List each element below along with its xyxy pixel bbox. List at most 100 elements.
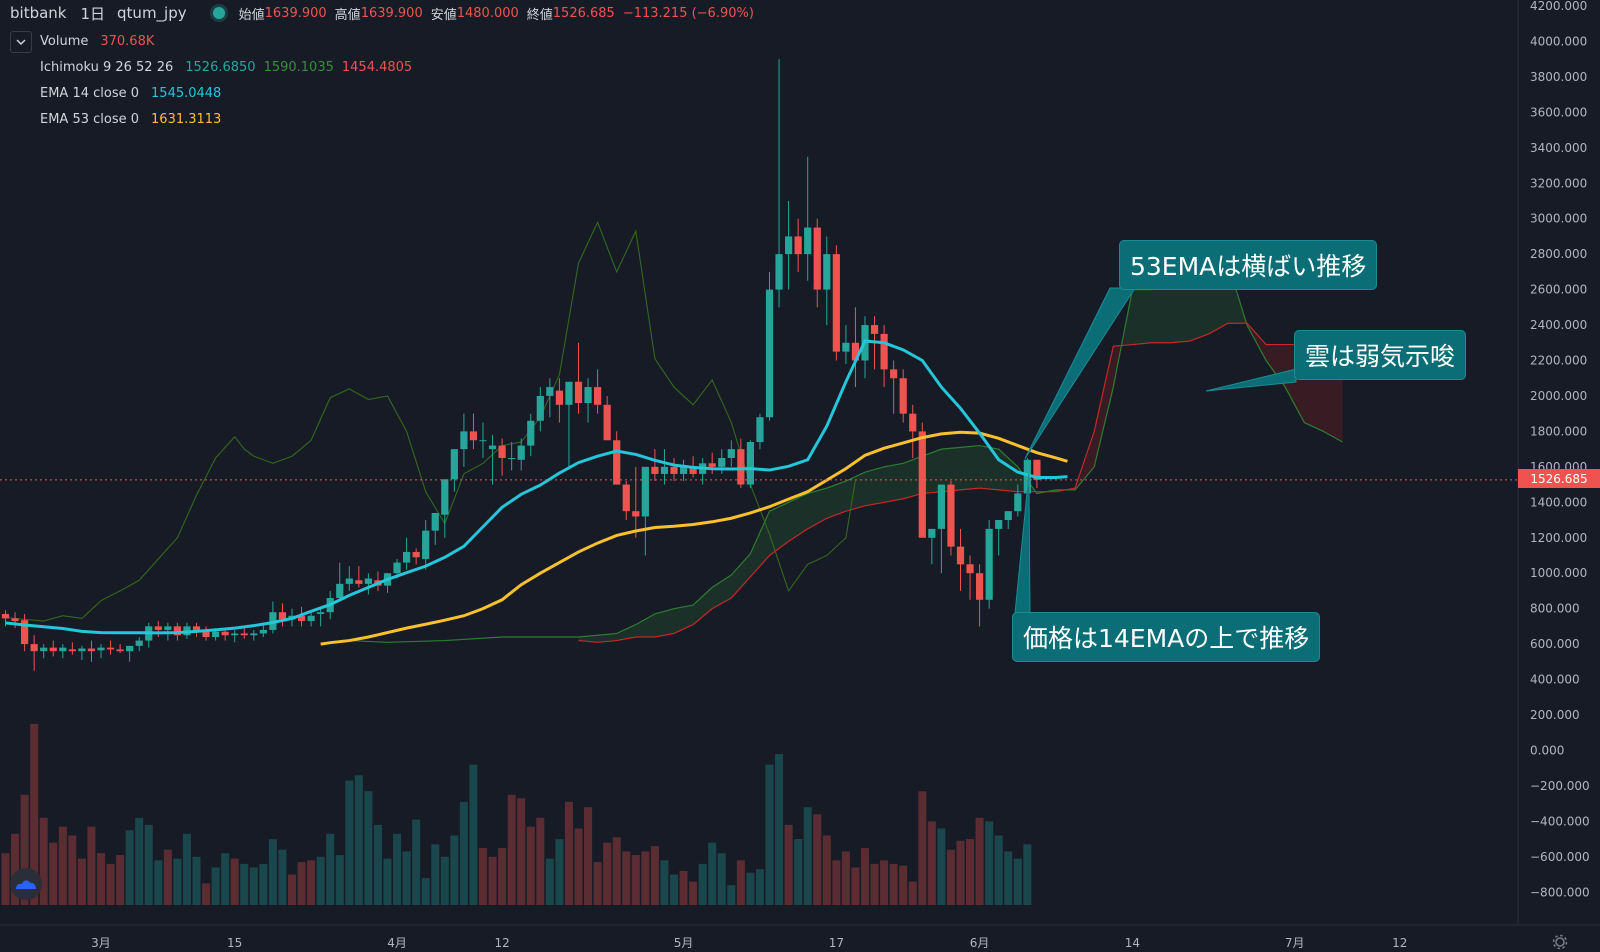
candle-body[interactable]: [966, 564, 974, 574]
candle-body[interactable]: [422, 530, 430, 560]
candle-body[interactable]: [823, 254, 831, 290]
candle-body[interactable]: [899, 378, 907, 414]
candle-body[interactable]: [192, 626, 201, 630]
candle-body[interactable]: [78, 648, 86, 652]
candle-body[interactable]: [59, 647, 67, 652]
candle-body[interactable]: [450, 449, 458, 480]
candle-body[interactable]: [651, 466, 659, 474]
candle-body[interactable]: [985, 528, 993, 600]
candle-body[interactable]: [30, 644, 38, 652]
candle-body[interactable]: [613, 440, 621, 485]
candle-body[interactable]: [212, 631, 220, 638]
candle-body[interactable]: [1023, 459, 1031, 494]
candle-body[interactable]: [297, 615, 306, 622]
candle-body[interactable]: [40, 647, 48, 652]
collapse-legend-button[interactable]: [10, 31, 32, 53]
candle-body[interactable]: [154, 626, 162, 630]
candle-body[interactable]: [574, 381, 583, 404]
candle-body[interactable]: [718, 457, 726, 467]
candle-body[interactable]: [1014, 493, 1022, 512]
tradingview-logo[interactable]: [10, 868, 42, 900]
candle-body[interactable]: [956, 546, 965, 565]
candle-body[interactable]: [756, 417, 764, 443]
candle-body[interactable]: [202, 631, 210, 638]
candle-body[interactable]: [727, 449, 735, 458]
candle-body[interactable]: [813, 227, 821, 290]
candle-body[interactable]: [517, 445, 525, 460]
candle-body[interactable]: [785, 236, 793, 255]
candle-body[interactable]: [164, 626, 172, 630]
candle-body[interactable]: [689, 466, 697, 474]
candle-body[interactable]: [928, 528, 936, 538]
candle-body[interactable]: [49, 647, 57, 652]
candle-body[interactable]: [1033, 459, 1041, 480]
legend-ichimoku[interactable]: Ichimoku 9 26 52 26 1526.6850 1590.1035 …: [0, 56, 412, 78]
candle-body[interactable]: [995, 520, 1003, 529]
candle-body[interactable]: [775, 254, 783, 290]
candle-body[interactable]: [527, 420, 535, 446]
candle-body[interactable]: [240, 633, 248, 636]
candle-body[interactable]: [909, 413, 917, 432]
legend-volume[interactable]: Volume 370.68K: [0, 30, 154, 52]
candle-body[interactable]: [259, 629, 267, 634]
legend-ema14[interactable]: EMA 14 close 0 1545.0448: [0, 82, 221, 104]
candle-body[interactable]: [126, 645, 134, 652]
candle-body[interactable]: [317, 612, 325, 614]
candle-body[interactable]: [794, 236, 802, 255]
candle-body[interactable]: [536, 395, 544, 421]
candle-body[interactable]: [250, 633, 258, 636]
candle-body[interactable]: [594, 387, 602, 405]
candle-body[interactable]: [937, 484, 945, 529]
candle-body[interactable]: [221, 631, 229, 636]
candle-body[interactable]: [498, 445, 506, 458]
candle-body[interactable]: [622, 484, 630, 512]
candle-body[interactable]: [412, 551, 420, 558]
candle-body[interactable]: [11, 618, 19, 622]
candle-body[interactable]: [488, 445, 497, 450]
candle-body[interactable]: [679, 466, 688, 474]
candle-body[interactable]: [737, 449, 745, 485]
candle-body[interactable]: [508, 457, 516, 459]
candle-body[interactable]: [641, 466, 649, 517]
candle-body[interactable]: [21, 620, 29, 645]
candle-body[interactable]: [173, 626, 181, 636]
legend-ema53[interactable]: EMA 53 close 0 1631.3113: [0, 108, 221, 130]
candle-body[interactable]: [890, 369, 898, 379]
candle-body[interactable]: [479, 440, 487, 442]
candle-body[interactable]: [1004, 511, 1012, 521]
candle-body[interactable]: [431, 512, 439, 531]
candle-body[interactable]: [746, 442, 754, 485]
candle-body[interactable]: [355, 580, 363, 584]
candle-body[interactable]: [546, 387, 554, 396]
candle-body[interactable]: [393, 562, 401, 574]
candle-body[interactable]: [565, 381, 573, 405]
candle-body[interactable]: [345, 578, 353, 584]
candle-body[interactable]: [603, 404, 611, 441]
candle-body[interactable]: [880, 333, 888, 370]
candle-body[interactable]: [708, 463, 716, 467]
candle-body[interactable]: [842, 342, 850, 352]
candle-body[interactable]: [1, 613, 10, 619]
candle-body[interactable]: [364, 578, 372, 584]
exchange-name[interactable]: bitbank: [10, 4, 67, 22]
candle-body[interactable]: [765, 289, 774, 418]
candle-body[interactable]: [307, 615, 315, 622]
candle-body[interactable]: [555, 390, 563, 405]
candle-body[interactable]: [336, 583, 344, 599]
candle-body[interactable]: [278, 612, 287, 620]
candle-body[interactable]: [106, 647, 115, 650]
candle-body[interactable]: [660, 466, 669, 474]
candle-body[interactable]: [584, 387, 592, 404]
candle-body[interactable]: [116, 649, 124, 652]
settings-gear-icon[interactable]: [1552, 934, 1568, 950]
plot-area[interactable]: [0, 0, 1518, 925]
candle-body[interactable]: [469, 431, 478, 441]
candle-body[interactable]: [947, 484, 955, 547]
candle-body[interactable]: [97, 647, 105, 651]
candle-body[interactable]: [670, 466, 678, 474]
candle-body[interactable]: [832, 254, 840, 352]
symbol-name[interactable]: qtum_jpy: [117, 4, 187, 22]
candle-body[interactable]: [403, 551, 411, 563]
candle-body[interactable]: [632, 511, 640, 517]
